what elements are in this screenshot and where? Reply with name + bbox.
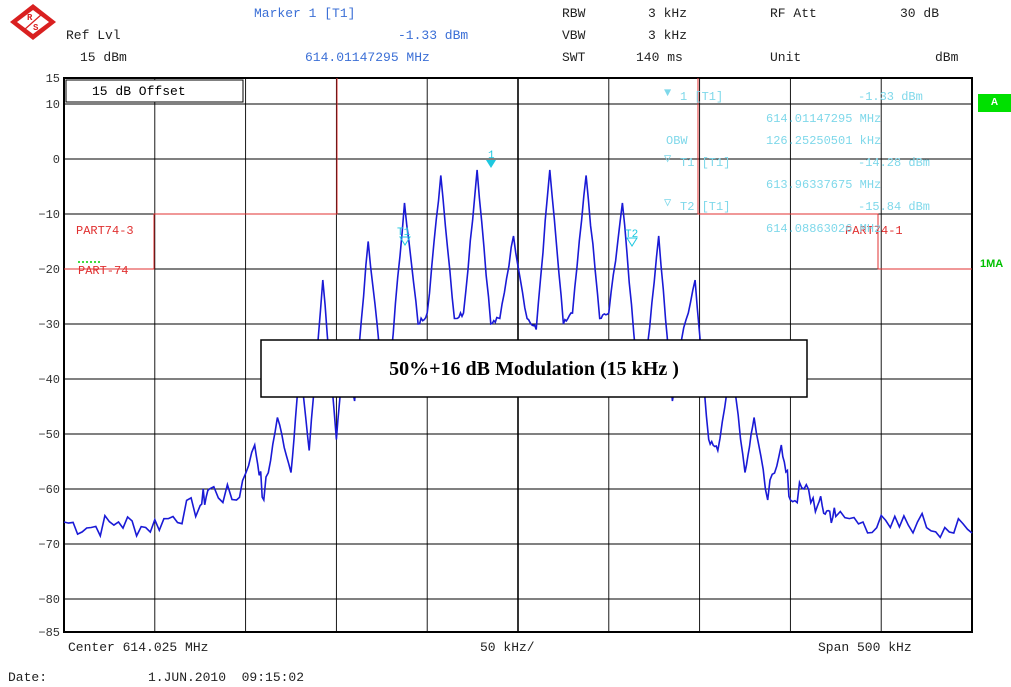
- y-tick-label: −30: [38, 318, 60, 332]
- temp-marker-2-icon: ▽: [664, 196, 672, 210]
- y-tick-label: 15: [46, 72, 60, 86]
- y-tick-label: −50: [38, 428, 60, 442]
- limit-label-right: PART74-1: [845, 224, 903, 238]
- marker-readout-label: Marker 1 [T1]: [254, 6, 356, 21]
- trace-a-badge: A: [978, 94, 1011, 112]
- annotation-box: [260, 339, 808, 398]
- vbw-label: VBW: [562, 28, 586, 43]
- swt-value: 140 ms: [636, 50, 683, 65]
- ref-level-value: 15 dBm: [80, 50, 127, 65]
- y-tick-label: −60: [38, 483, 60, 497]
- limit-line-left: [64, 78, 338, 270]
- marker-t1-label: T1: [397, 227, 411, 239]
- marker-1-label: 1: [488, 150, 495, 162]
- svg-text:S: S: [33, 23, 39, 33]
- marker-t2-label: T2: [625, 229, 638, 241]
- limit-label-left-2: PART-74: [78, 264, 128, 278]
- span-value: Span 500 kHz: [818, 640, 912, 655]
- marker-t2-symbol[interactable]: [626, 237, 638, 247]
- y-tick-label: −20: [38, 263, 60, 277]
- y-tick-label: 0: [53, 153, 60, 167]
- limit-lines: [64, 78, 972, 270]
- marker-readout-freq: 614.01147295 MHz: [305, 50, 430, 65]
- unit-value: dBm: [935, 50, 959, 65]
- frequency-per-division: 50 kHz/: [480, 640, 535, 655]
- marker-info-panel: ▼ 1 [T1] -1.33 dBm 614.01147295 MHz OBW …: [664, 86, 930, 236]
- limit-label-left: PART74-3: [76, 224, 134, 238]
- ma-badge: 1MA: [980, 258, 1004, 270]
- limit-line-right: [697, 78, 972, 270]
- svg-text:R: R: [27, 13, 33, 23]
- y-tick-label: −85: [38, 626, 60, 640]
- spectrum-trace: [63, 169, 973, 539]
- marker-info-t2-level: -15.84 dBm: [858, 200, 930, 214]
- rbw-value: 3 kHz: [648, 6, 688, 21]
- offset-label: 15 dB Offset: [92, 84, 186, 99]
- y-tick-label: −80: [38, 593, 60, 607]
- swt-label: SWT: [562, 50, 586, 65]
- marker-1-icon: ▼: [664, 86, 672, 100]
- marker-info-m1-freq: 614.01147295 MHz: [766, 112, 881, 126]
- marker-info-obw-value: 126.25250501 kHz: [766, 134, 881, 148]
- center-frequency: Center 614.025 MHz: [68, 640, 209, 655]
- y-tick-label: −10: [38, 208, 60, 222]
- marker-info-obw-label: OBW: [666, 134, 688, 148]
- offset-box: [65, 79, 244, 103]
- marker-1-symbol[interactable]: [486, 160, 496, 168]
- y-tick-label: −70: [38, 538, 60, 552]
- rf-att-value: 30 dB: [900, 6, 940, 21]
- unit-label: Unit: [770, 50, 802, 65]
- date-value: 1.JUN.2010 09:15:02: [148, 670, 305, 685]
- rf-att-label: RF Att: [770, 6, 817, 21]
- marker-info-m1-level: -1.33 dBm: [858, 90, 923, 104]
- vbw-value: 3 kHz: [648, 28, 688, 43]
- annotation-text: 50%+16 dB Modulation (15 kHz ): [389, 358, 679, 380]
- marker-info-t1-freq: 613.96337675 MHz: [766, 178, 881, 192]
- y-axis-ticks: 15 10 0 −10 −20 −30 −40 −50 −60 −70 −80 −85: [38, 72, 60, 640]
- marker-t1-symbol[interactable]: [399, 236, 411, 246]
- rs-logo-icon: R S: [10, 4, 56, 40]
- marker-info-m1: 1 [T1]: [680, 90, 723, 104]
- marker-info-t1-level: -14.28 dBm: [858, 156, 930, 170]
- marker-info-t2: T2 [T1]: [680, 200, 730, 214]
- marker-info-t1: T1 [T1]: [680, 156, 730, 170]
- marker-info-t2-freq: 614.08863026 MHz: [766, 222, 881, 236]
- ref-level-label: Ref Lvl: [66, 28, 121, 43]
- y-tick-label: 10: [46, 98, 60, 112]
- temp-marker-1-icon: ▽: [664, 152, 672, 166]
- y-tick-label: −40: [38, 373, 60, 387]
- rbw-label: RBW: [562, 6, 586, 21]
- date-label: Date:: [8, 670, 48, 685]
- marker-readout-level: -1.33 dBm: [398, 28, 469, 43]
